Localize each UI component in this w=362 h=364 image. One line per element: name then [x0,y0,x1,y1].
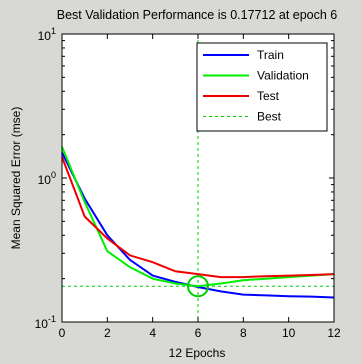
y-axis-label: Mean Squared Error (mse) [9,107,23,250]
legend-box [196,42,328,132]
y-tick-label: 100 [38,170,56,187]
x-axis-label: 12 Epochs [169,346,226,360]
x-tick-label: 10 [282,326,296,340]
best-point-marker [187,275,209,298]
x-tick-label: 8 [240,326,247,340]
y-tick-label: 10-1 [35,314,56,331]
x-tick-label: 2 [104,326,111,340]
legend-label-test: Test [257,89,280,103]
series-line-validation [61,146,335,288]
x-tick-label: 6 [195,326,202,340]
legend-label-validation: Validation [257,69,309,83]
y-tick-label: 101 [38,26,56,43]
plot-frame [61,33,335,323]
chart-title: Best Validation Performance is 0.17712 a… [57,8,338,22]
x-tick-label: 0 [59,326,66,340]
legend: Train Validation Test Best [196,42,328,132]
series-lines [61,146,335,299]
legend-label-train: Train [257,48,284,62]
x-tick-label: 12 [327,326,341,340]
legend-label-best: Best [257,110,282,124]
series-line-test [61,156,335,279]
x-tick-label: 4 [149,326,156,340]
